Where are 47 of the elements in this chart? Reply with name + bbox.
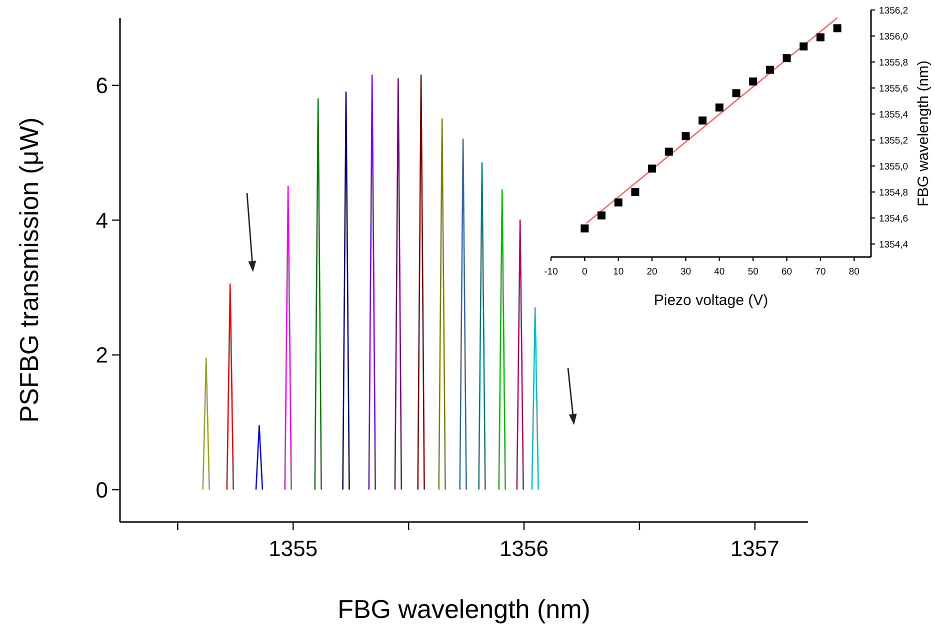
point (816, 33, 824, 42)
x-tick-label: 50 (748, 266, 758, 278)
point (833, 24, 842, 32)
y-tick-label: 1354,4 (879, 239, 908, 250)
y-tick-label: 6 (96, 73, 108, 98)
y-tick-label: 2 (96, 342, 108, 368)
x-tick-label: 60 (782, 266, 792, 278)
x-tick-label: 30 (680, 266, 692, 278)
y-tick-label: 1355,8 (879, 57, 908, 68)
point (648, 164, 656, 173)
y-tick-label: 1355,6 (879, 83, 908, 94)
point (598, 211, 606, 220)
y-tick-label: 1354,8 (879, 187, 908, 198)
y-tick-label: 1356,0 (879, 31, 908, 42)
x-tick-label: 10 (613, 266, 624, 278)
x-tick-label: 0 (582, 266, 588, 278)
y-axis-title: PSFBG transmission (μW) (14, 117, 44, 423)
point (580, 224, 589, 232)
x-axis-title: Piezo voltage (V) (654, 292, 768, 309)
point (782, 54, 791, 62)
y-tick-label: 1355,0 (879, 161, 908, 172)
point (664, 148, 673, 156)
y-tick-label: 1355,4 (879, 109, 908, 120)
y-tick-label: 1354,6 (879, 213, 908, 224)
x-tick-label: 40 (714, 266, 725, 278)
point (715, 104, 724, 112)
y-tick-label: 1355,2 (879, 135, 908, 146)
y-tick-label: 0 (96, 477, 108, 502)
point (800, 42, 808, 50)
point (682, 132, 690, 140)
x-tick-label: 80 (848, 266, 860, 278)
point (698, 116, 707, 124)
x-tick-label: 1357 (730, 536, 780, 561)
point (766, 66, 774, 74)
point (614, 198, 622, 206)
y-tick-label: 4 (96, 208, 108, 233)
y-axis-title: FBG wavelength (nm) (915, 60, 932, 206)
point (749, 78, 758, 86)
x-tick-label: 70 (815, 266, 826, 278)
x-tick-label: 1355 (268, 536, 318, 561)
x-tick-label: 20 (646, 266, 658, 278)
y-tick-label: 1356,2 (879, 5, 908, 16)
point (631, 188, 640, 196)
x-tick-label: -10 (544, 266, 558, 278)
point (732, 89, 740, 98)
x-axis-title: FBG wavelength (nm) (338, 594, 590, 624)
x-tick-label: 1356 (500, 536, 549, 561)
